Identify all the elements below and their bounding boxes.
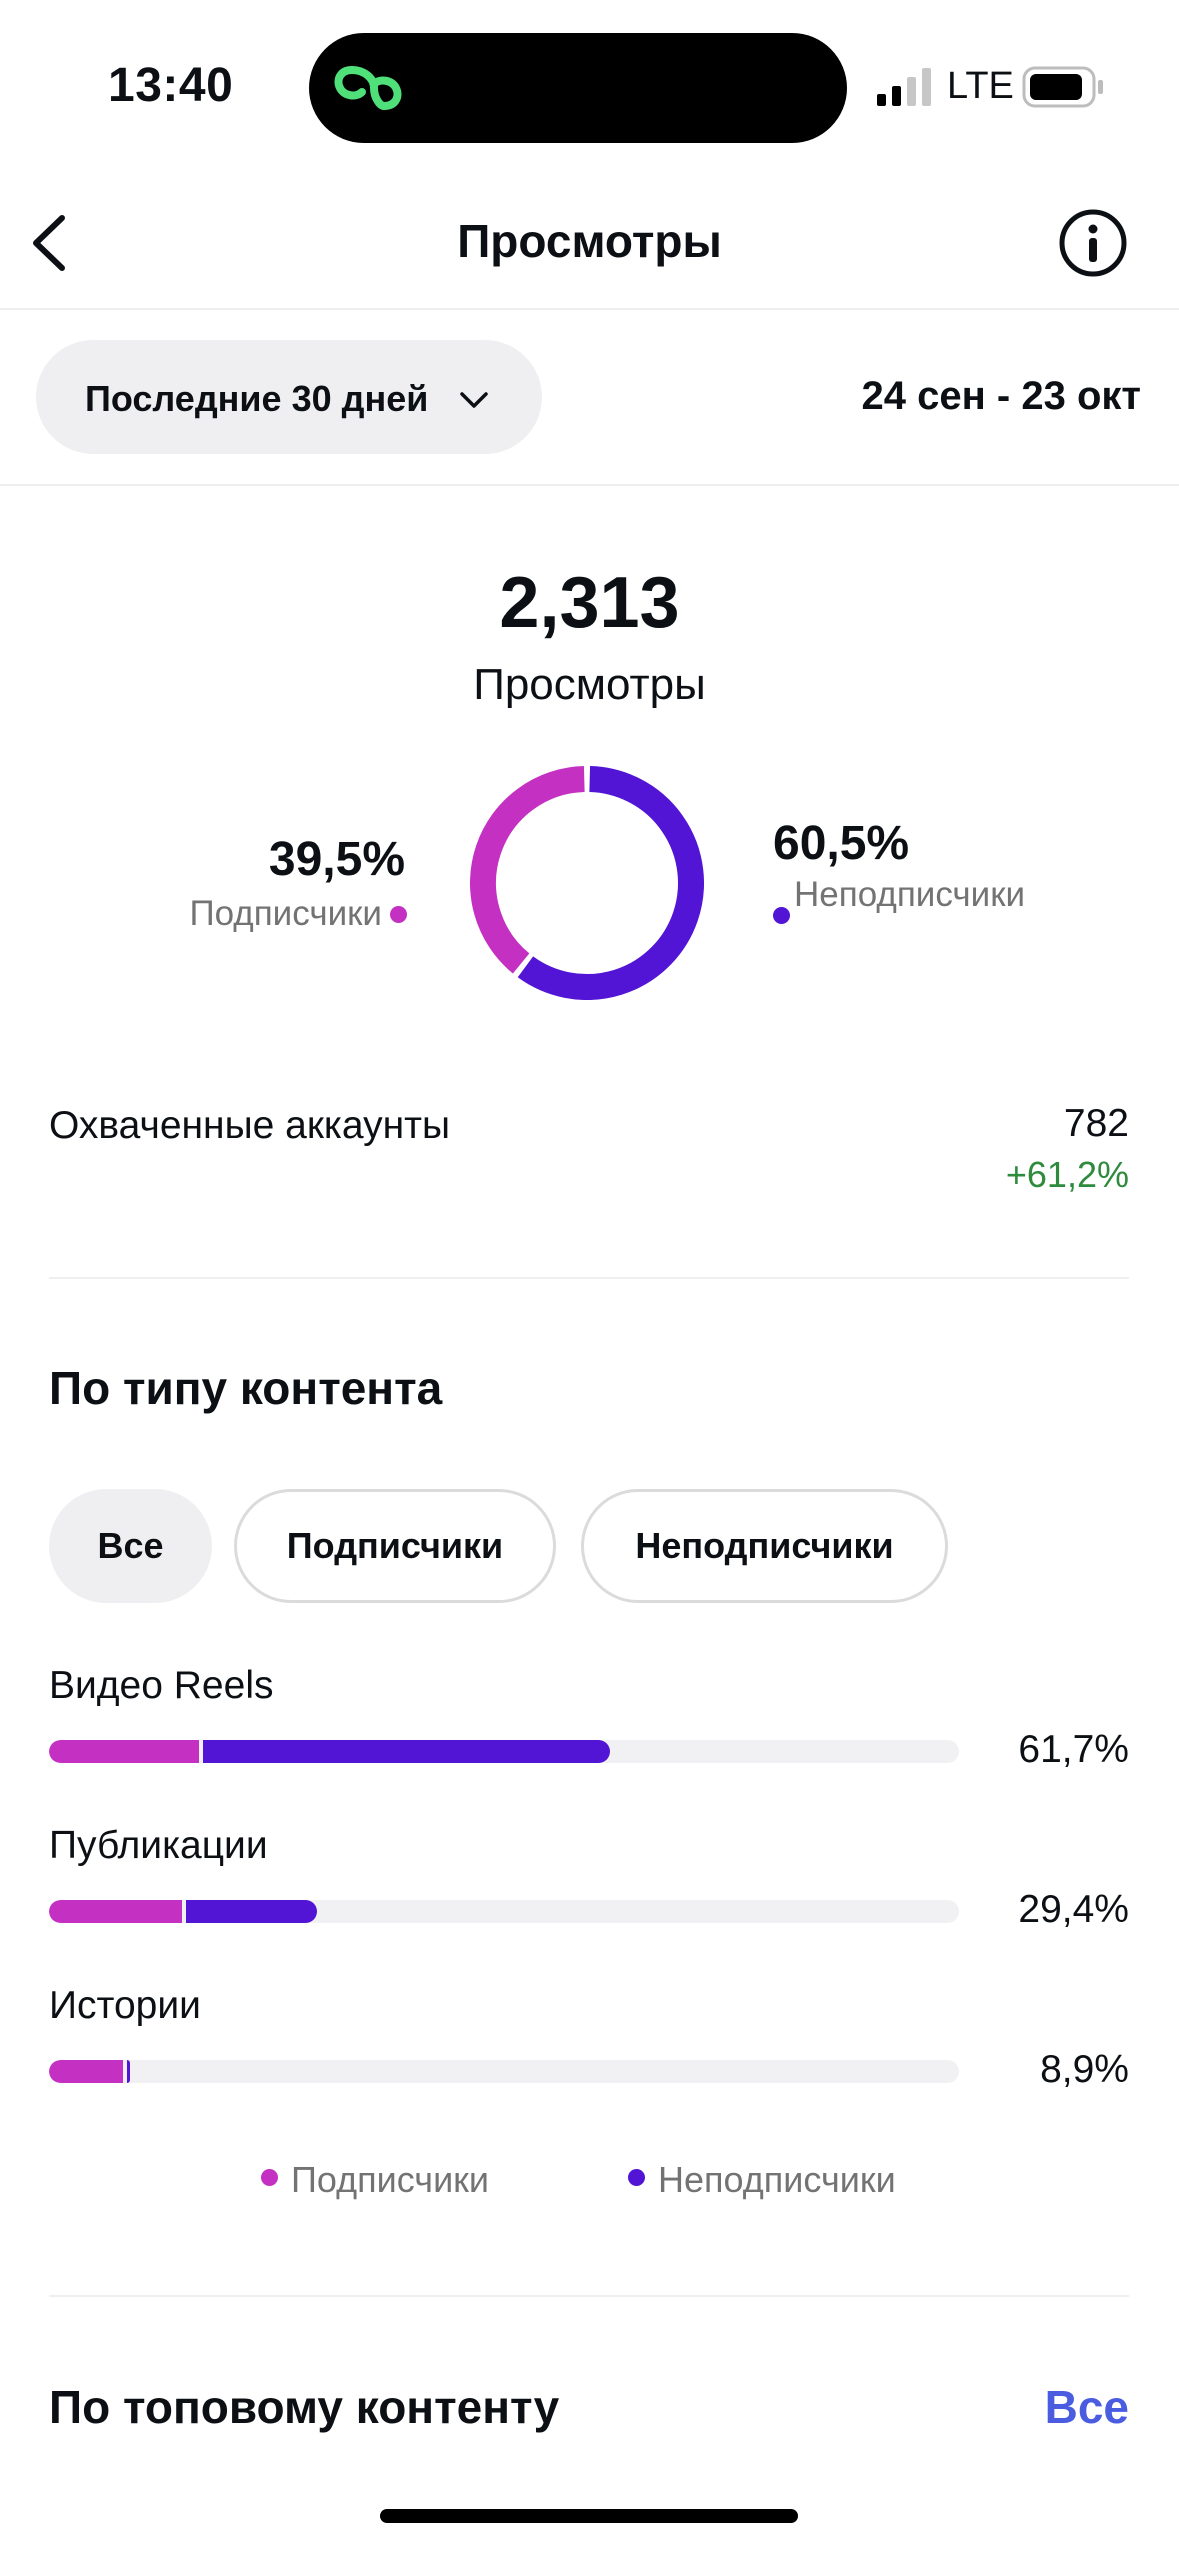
followers-label: Подписчики [189,894,382,933]
info-icon[interactable] [1057,207,1129,279]
reached-accounts-delta: +61,2% [1005,1154,1129,1195]
period-divider [0,484,1179,486]
content-row-label-reels: Видео Reels [49,1664,274,1707]
top-content-title: По топовому контенту [49,2381,560,2433]
content-row-pct-stories: 8,9% [1040,2048,1129,2091]
network-type: LTE [947,65,1014,107]
home-indicator[interactable] [380,2509,798,2523]
content-bar-reels [49,1740,959,1763]
section-divider [49,2295,1129,2297]
reached-accounts-value: 782 [1063,1102,1129,1145]
page-title: Просмотры [457,215,722,267]
total-views: 2,313 [499,563,680,643]
views-donut-chart [470,766,704,1000]
reached-accounts-label: Охваченные аккаунты [49,1104,451,1147]
section-divider [49,1277,1129,1279]
nonfollowers-dot [773,907,790,924]
bar-segment-followers [49,2060,123,2083]
filter-chip-followers[interactable]: Подписчики [234,1489,556,1603]
content-bar-stories [49,2060,959,2083]
date-range: 24 сен - 23 окт [861,374,1141,418]
content-row-label-stories: Истории [49,1984,201,2027]
content-row-pct-reels: 61,7% [1018,1728,1129,1771]
status-time: 13:40 [108,59,234,112]
back-arrow-icon[interactable] [22,208,78,278]
legend-label-nonfollowers: Неподписчики [658,2159,896,2200]
cellular-signal-icon [877,68,931,106]
content-row-label-posts: Публикации [49,1824,268,1867]
donut-segment-nonfollowers [517,766,704,1000]
nonfollowers-label: Неподписчики [794,875,1026,914]
link-icon [334,66,402,110]
content-row-pct-posts: 29,4% [1018,1888,1129,1931]
period-selector[interactable] [36,340,542,454]
filter-chip-all[interactable]: Все [49,1489,212,1603]
nonfollowers-percent: 60,5% [773,817,910,870]
content-type-title: По типу контента [49,1362,443,1414]
followers-percent: 39,5% [268,833,405,886]
donut-segment-followers [470,766,585,974]
legend-label-followers: Подписчики [291,2159,490,2200]
bar-segment-followers [49,1740,200,1763]
bar-segment-followers [49,1900,182,1923]
chevron-down-icon [460,392,488,408]
bar-segment-nonfollowers [185,1900,317,1923]
bar-segment-nonfollowers [203,1740,611,1763]
legend-dot-followers [261,2169,278,2186]
total-views-label: Просмотры [473,660,706,709]
battery-icon [1022,66,1103,108]
header-divider [0,308,1179,310]
bar-segment-nonfollowers [126,2060,130,2083]
legend-dot-nonfollowers [628,2169,645,2186]
filter-chip-nonfollowers[interactable]: Неподписчики [581,1489,948,1603]
content-bar-posts [49,1900,959,1923]
period-label: Последние 30 дней [85,378,429,419]
followers-dot [390,906,407,923]
see-all-link[interactable]: Все [1044,2381,1129,2433]
